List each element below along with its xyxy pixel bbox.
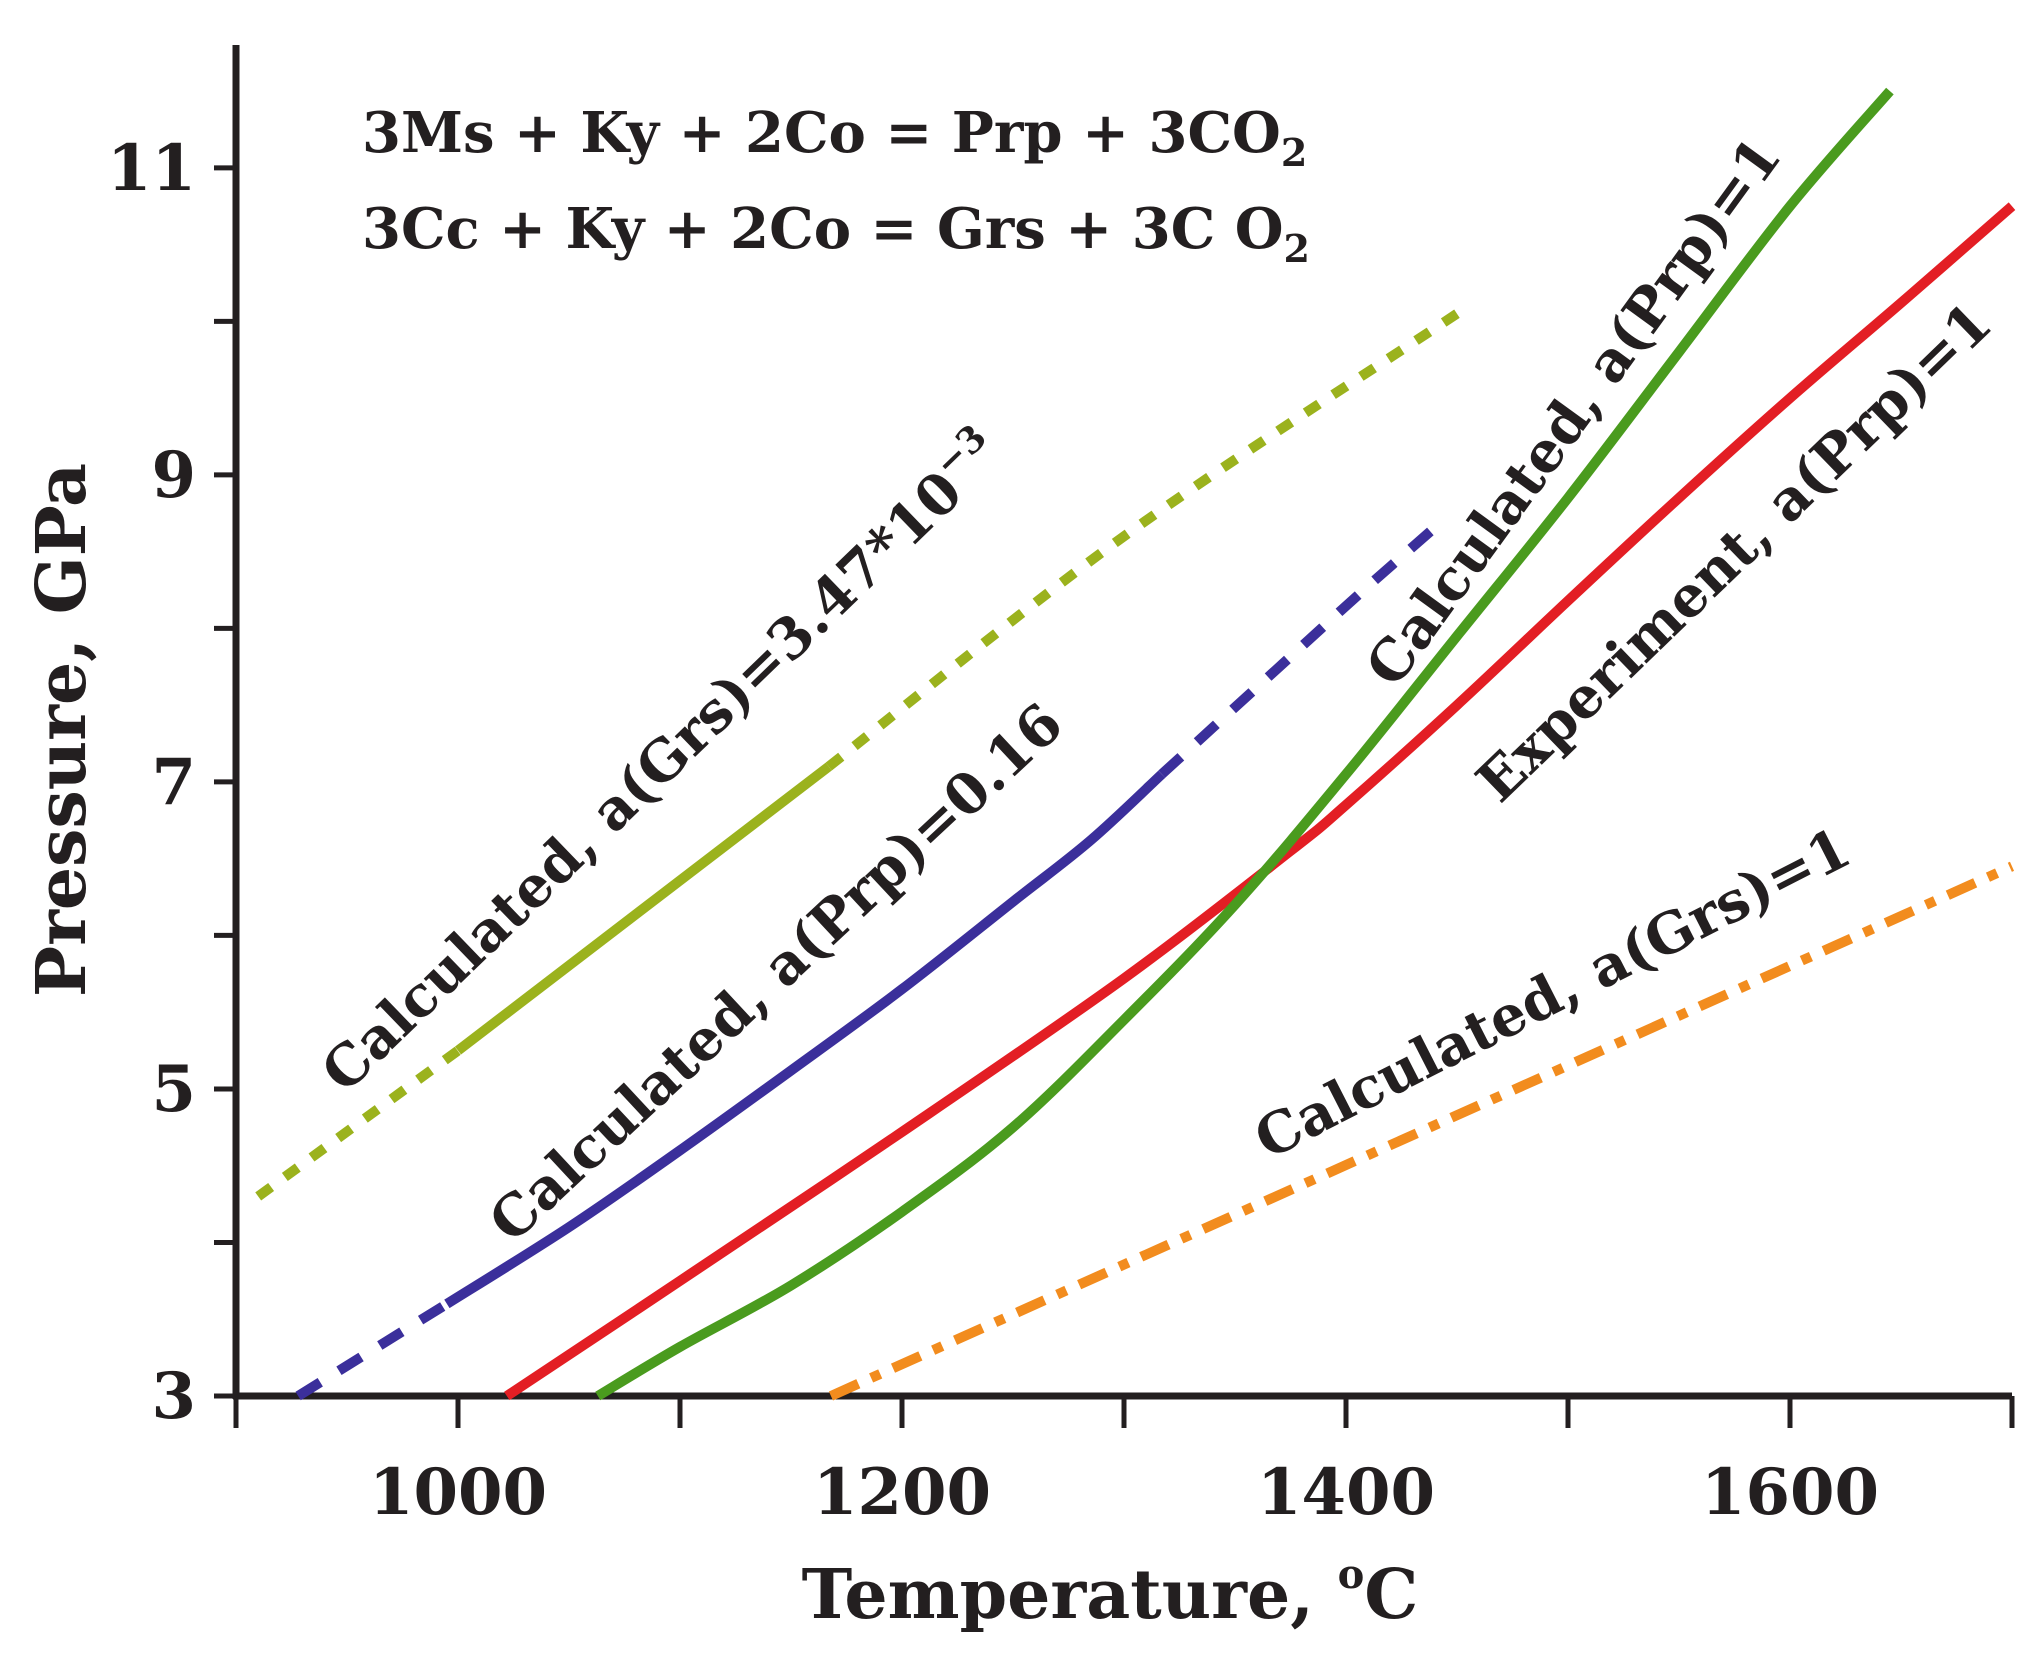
y-axis-title: Pressure, GPa [22, 463, 102, 997]
series-2-solid-line [504, 202, 2016, 1401]
y-tick-label: 7 [151, 745, 196, 820]
series-0-dotted-line [255, 1046, 461, 1201]
series-1 [295, 514, 1450, 1401]
equation-grs: 3Cc + Ky + 2Co = Grs + 3C O2 [362, 196, 1310, 271]
series-4-dashdot-line [828, 861, 2015, 1401]
x-axis-title-unit: C [1364, 1555, 1418, 1635]
series-3 [595, 87, 1894, 1401]
x-tick-label: 1600 [1701, 1455, 1879, 1530]
y-tick-label: 5 [151, 1052, 196, 1127]
series-1-dashed-line [295, 1299, 450, 1401]
series-3-solid-line [595, 87, 1894, 1401]
series-layer [255, 87, 2016, 1401]
x-tick-label: 1200 [813, 1455, 991, 1530]
equation-grs-text: 3Cc + Ky + 2Co = Grs + 3C O [362, 196, 1284, 262]
equation-prp-subscript: 2 [1281, 130, 1307, 175]
series-2 [504, 202, 2016, 1401]
equation-grs-subscript: 2 [1284, 226, 1310, 271]
x-axis-title: Temperature, oC [802, 1551, 1419, 1635]
x-axis-title-text: Temperature, [802, 1555, 1338, 1635]
y-tick-label: 11 [107, 131, 196, 206]
x-axis-title-degree: o [1338, 1551, 1365, 1598]
series-0-solid-line [454, 762, 832, 1055]
series-4 [828, 861, 2015, 1401]
series-0-dotted-line [825, 309, 1460, 771]
equation-prp-text: 3Ms + Ky + 2Co = Prp + 3CO [362, 100, 1281, 166]
equation-prp: 3Ms + Ky + 2Co = Prp + 3CO2 [362, 100, 1307, 175]
series-1-dashed-line [1158, 514, 1450, 778]
series-0 [255, 309, 1460, 1201]
series-1-solid-line [444, 770, 1166, 1309]
y-tick-label: 9 [151, 438, 196, 513]
y-tick-label: 3 [151, 1359, 196, 1434]
x-tick-label: 1400 [1257, 1455, 1435, 1530]
axes: 1000 1200 1400 1600 3 5 7 9 11 [107, 45, 2015, 1530]
x-tick-label: 1000 [369, 1455, 547, 1530]
